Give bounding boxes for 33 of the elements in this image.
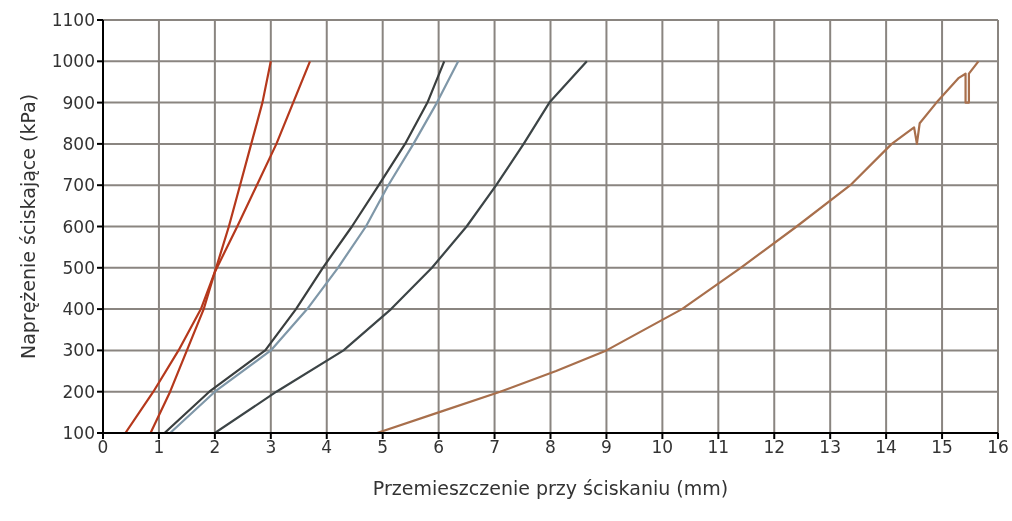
- x-tick-label: 15: [931, 437, 953, 458]
- y-tick-label: 600: [62, 216, 95, 237]
- line-series: [213, 60, 588, 433]
- y-tick-label: 800: [62, 133, 95, 154]
- y-tick-label: 500: [62, 257, 95, 278]
- x-tick-label: 8: [545, 437, 556, 458]
- y-axis-title: Naprężenie ściskające (kPa): [16, 93, 39, 360]
- y-tick-label: 100: [62, 423, 95, 444]
- x-tick-label: 6: [433, 437, 445, 458]
- line-series: [375, 60, 980, 433]
- x-tick-label: 0: [97, 437, 109, 458]
- x-axis-title: Przemieszczenie przy ściskaniu (mm): [372, 477, 729, 499]
- x-tick-label: 14: [875, 437, 897, 458]
- y-tick-label: 700: [62, 175, 95, 196]
- y-tick-label: 300: [62, 340, 95, 361]
- y-tick-label: 900: [62, 92, 95, 113]
- x-tick-label: 11: [707, 437, 730, 458]
- x-tick-label: 4: [321, 437, 333, 458]
- x-tick-label: 2: [209, 437, 221, 458]
- x-tick-label: 13: [819, 437, 842, 458]
- x-tick-label: 9: [601, 437, 612, 458]
- y-tick-label: 400: [62, 299, 95, 320]
- x-tick-label: 3: [265, 437, 277, 458]
- x-tick-label: 10: [651, 437, 674, 458]
- y-tick-label: 1000: [51, 51, 95, 72]
- x-tick-label: 16: [987, 437, 1009, 458]
- y-tick-label: 1100: [51, 10, 95, 31]
- x-tick-label: 1: [153, 437, 165, 458]
- line-series: [124, 60, 312, 433]
- x-tick-label: 5: [377, 437, 389, 458]
- x-tick-label: 12: [763, 437, 786, 458]
- x-tick-label: 7: [489, 437, 500, 458]
- y-tick-label: 200: [62, 381, 95, 402]
